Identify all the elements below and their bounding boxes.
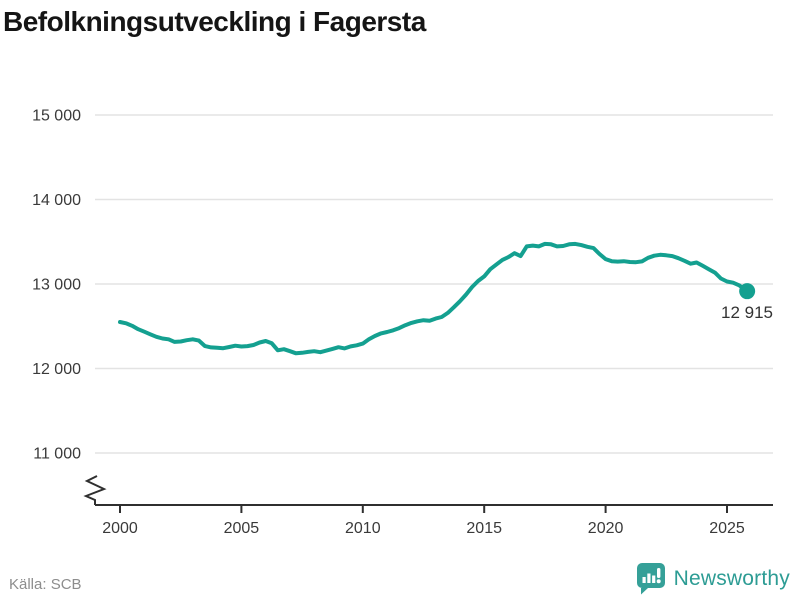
end-point-label: 12 915 bbox=[721, 303, 773, 322]
chart-title: Befolkningsutveckling i Fagersta bbox=[3, 6, 426, 37]
y-axis-break-icon bbox=[83, 475, 107, 505]
source-note: Källa: SCB bbox=[9, 576, 82, 593]
newsworthy-logo-link[interactable]: Newsworthy bbox=[636, 562, 790, 595]
population-series-line bbox=[118, 241, 750, 356]
x-tick-label-2015: 2015 bbox=[466, 520, 502, 537]
y-tick-label-14000: 14 000 bbox=[32, 192, 81, 209]
end-point-dot bbox=[739, 283, 756, 300]
y-tick-label-12000: 12 000 bbox=[32, 361, 81, 378]
x-tick-label-2025: 2025 bbox=[709, 520, 745, 537]
x-tick-label-2000: 2000 bbox=[102, 520, 138, 537]
x-tick-label-2020: 2020 bbox=[588, 520, 624, 537]
newsworthy-wordmark: Newsworthy bbox=[673, 566, 790, 590]
newsworthy-bubble-chart-icon bbox=[636, 563, 665, 595]
x-tick-label-2010: 2010 bbox=[345, 520, 381, 537]
y-tick-label-13000: 13 000 bbox=[32, 277, 81, 294]
x-tick-label-2005: 2005 bbox=[224, 520, 260, 537]
y-tick-label-11000: 11 000 bbox=[33, 446, 81, 463]
y-tick-label-15000: 15 000 bbox=[32, 108, 81, 125]
